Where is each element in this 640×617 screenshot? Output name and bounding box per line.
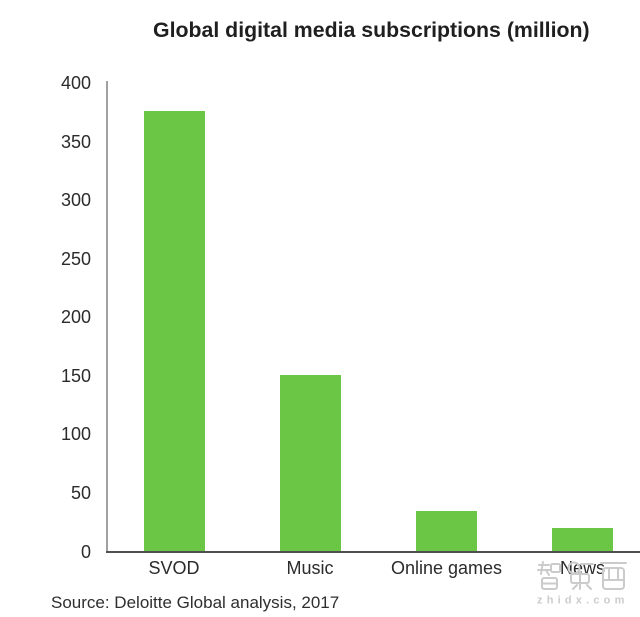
svg-text:zhidx.com: zhidx.com	[537, 595, 629, 607]
